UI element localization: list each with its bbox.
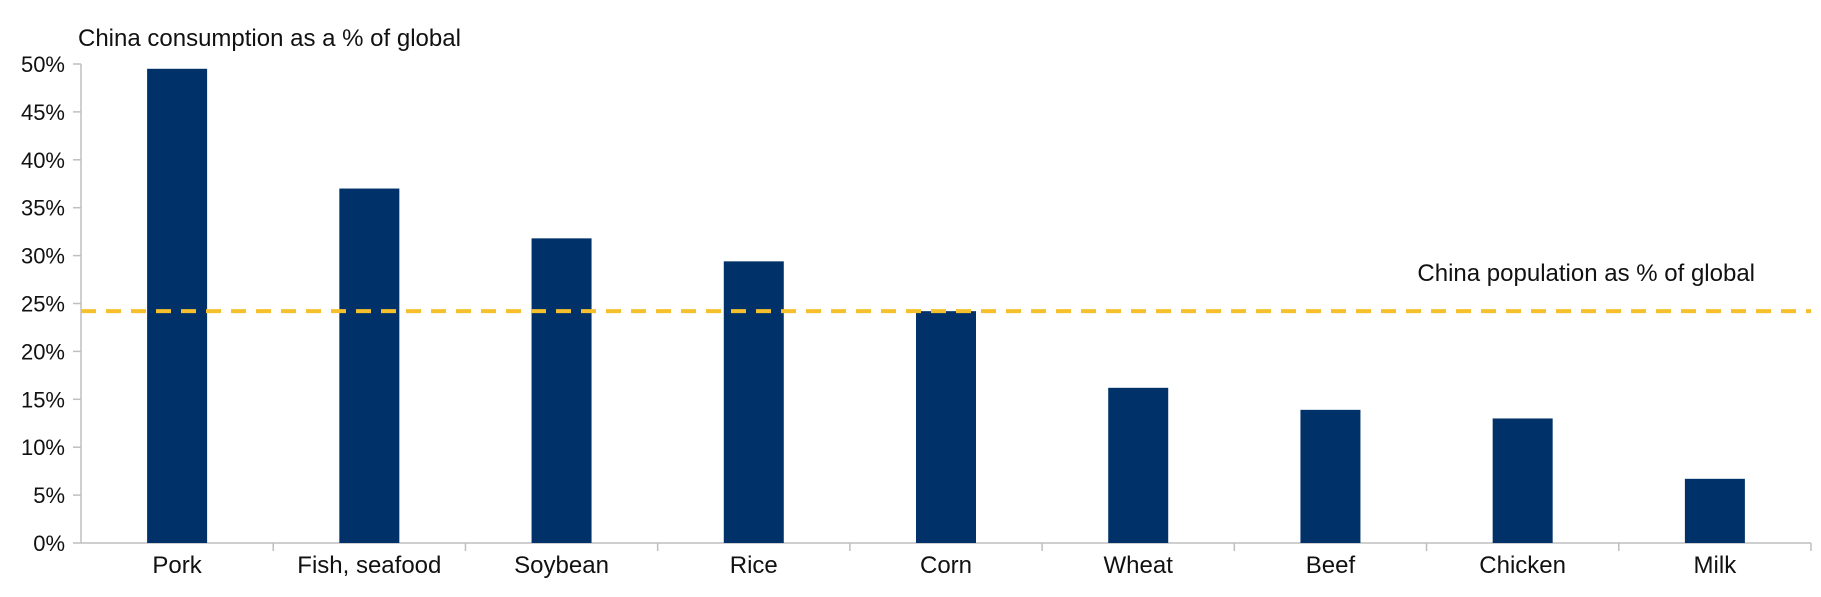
- y-tick-label: 20%: [21, 339, 65, 364]
- x-axis-labels: Pork Fish, seafood Soybean Rice Corn Wheat Bee…: [152, 552, 1737, 579]
- y-axis-ticks: 0% 5% 10% 15% 20% 25% 30% 35% 40% 45% 50%: [21, 52, 81, 556]
- bar: [916, 311, 976, 543]
- x-tick-label: Soybean: [514, 552, 609, 579]
- x-tick-label: Fish, seafood: [297, 552, 441, 579]
- x-tick-label: Beef: [1306, 552, 1356, 579]
- bars: [147, 68, 1745, 544]
- x-tick-label: Pork: [152, 552, 202, 579]
- y-tick-label: 40%: [21, 148, 65, 173]
- y-tick-label: 30%: [21, 244, 65, 269]
- y-axis-title: China consumption as a % of global: [78, 25, 461, 52]
- population-reference-label: China population as % of global: [1417, 260, 1755, 287]
- x-tick-label: Rice: [730, 552, 778, 579]
- x-tick-label: Wheat: [1104, 552, 1174, 579]
- y-tick-label: 35%: [21, 196, 65, 221]
- y-tick-label: 50%: [21, 52, 65, 77]
- y-tick-label: 25%: [21, 292, 65, 317]
- bar: [339, 188, 400, 544]
- bar: [1108, 387, 1169, 543]
- bar: [1492, 418, 1553, 543]
- y-tick-label: 5%: [33, 483, 65, 508]
- x-tick-label: Milk: [1694, 552, 1738, 579]
- bar: [147, 68, 208, 543]
- y-tick-label: 10%: [21, 435, 65, 460]
- x-tick-label: Chicken: [1479, 552, 1566, 579]
- bar: [531, 238, 592, 543]
- bar: [1300, 409, 1361, 543]
- y-tick-label: 0%: [33, 531, 65, 556]
- x-tick-label: Corn: [920, 552, 972, 579]
- bar: [723, 261, 784, 543]
- bar: [1684, 478, 1745, 543]
- y-tick-label: 15%: [21, 387, 65, 412]
- y-tick-label: 45%: [21, 100, 65, 125]
